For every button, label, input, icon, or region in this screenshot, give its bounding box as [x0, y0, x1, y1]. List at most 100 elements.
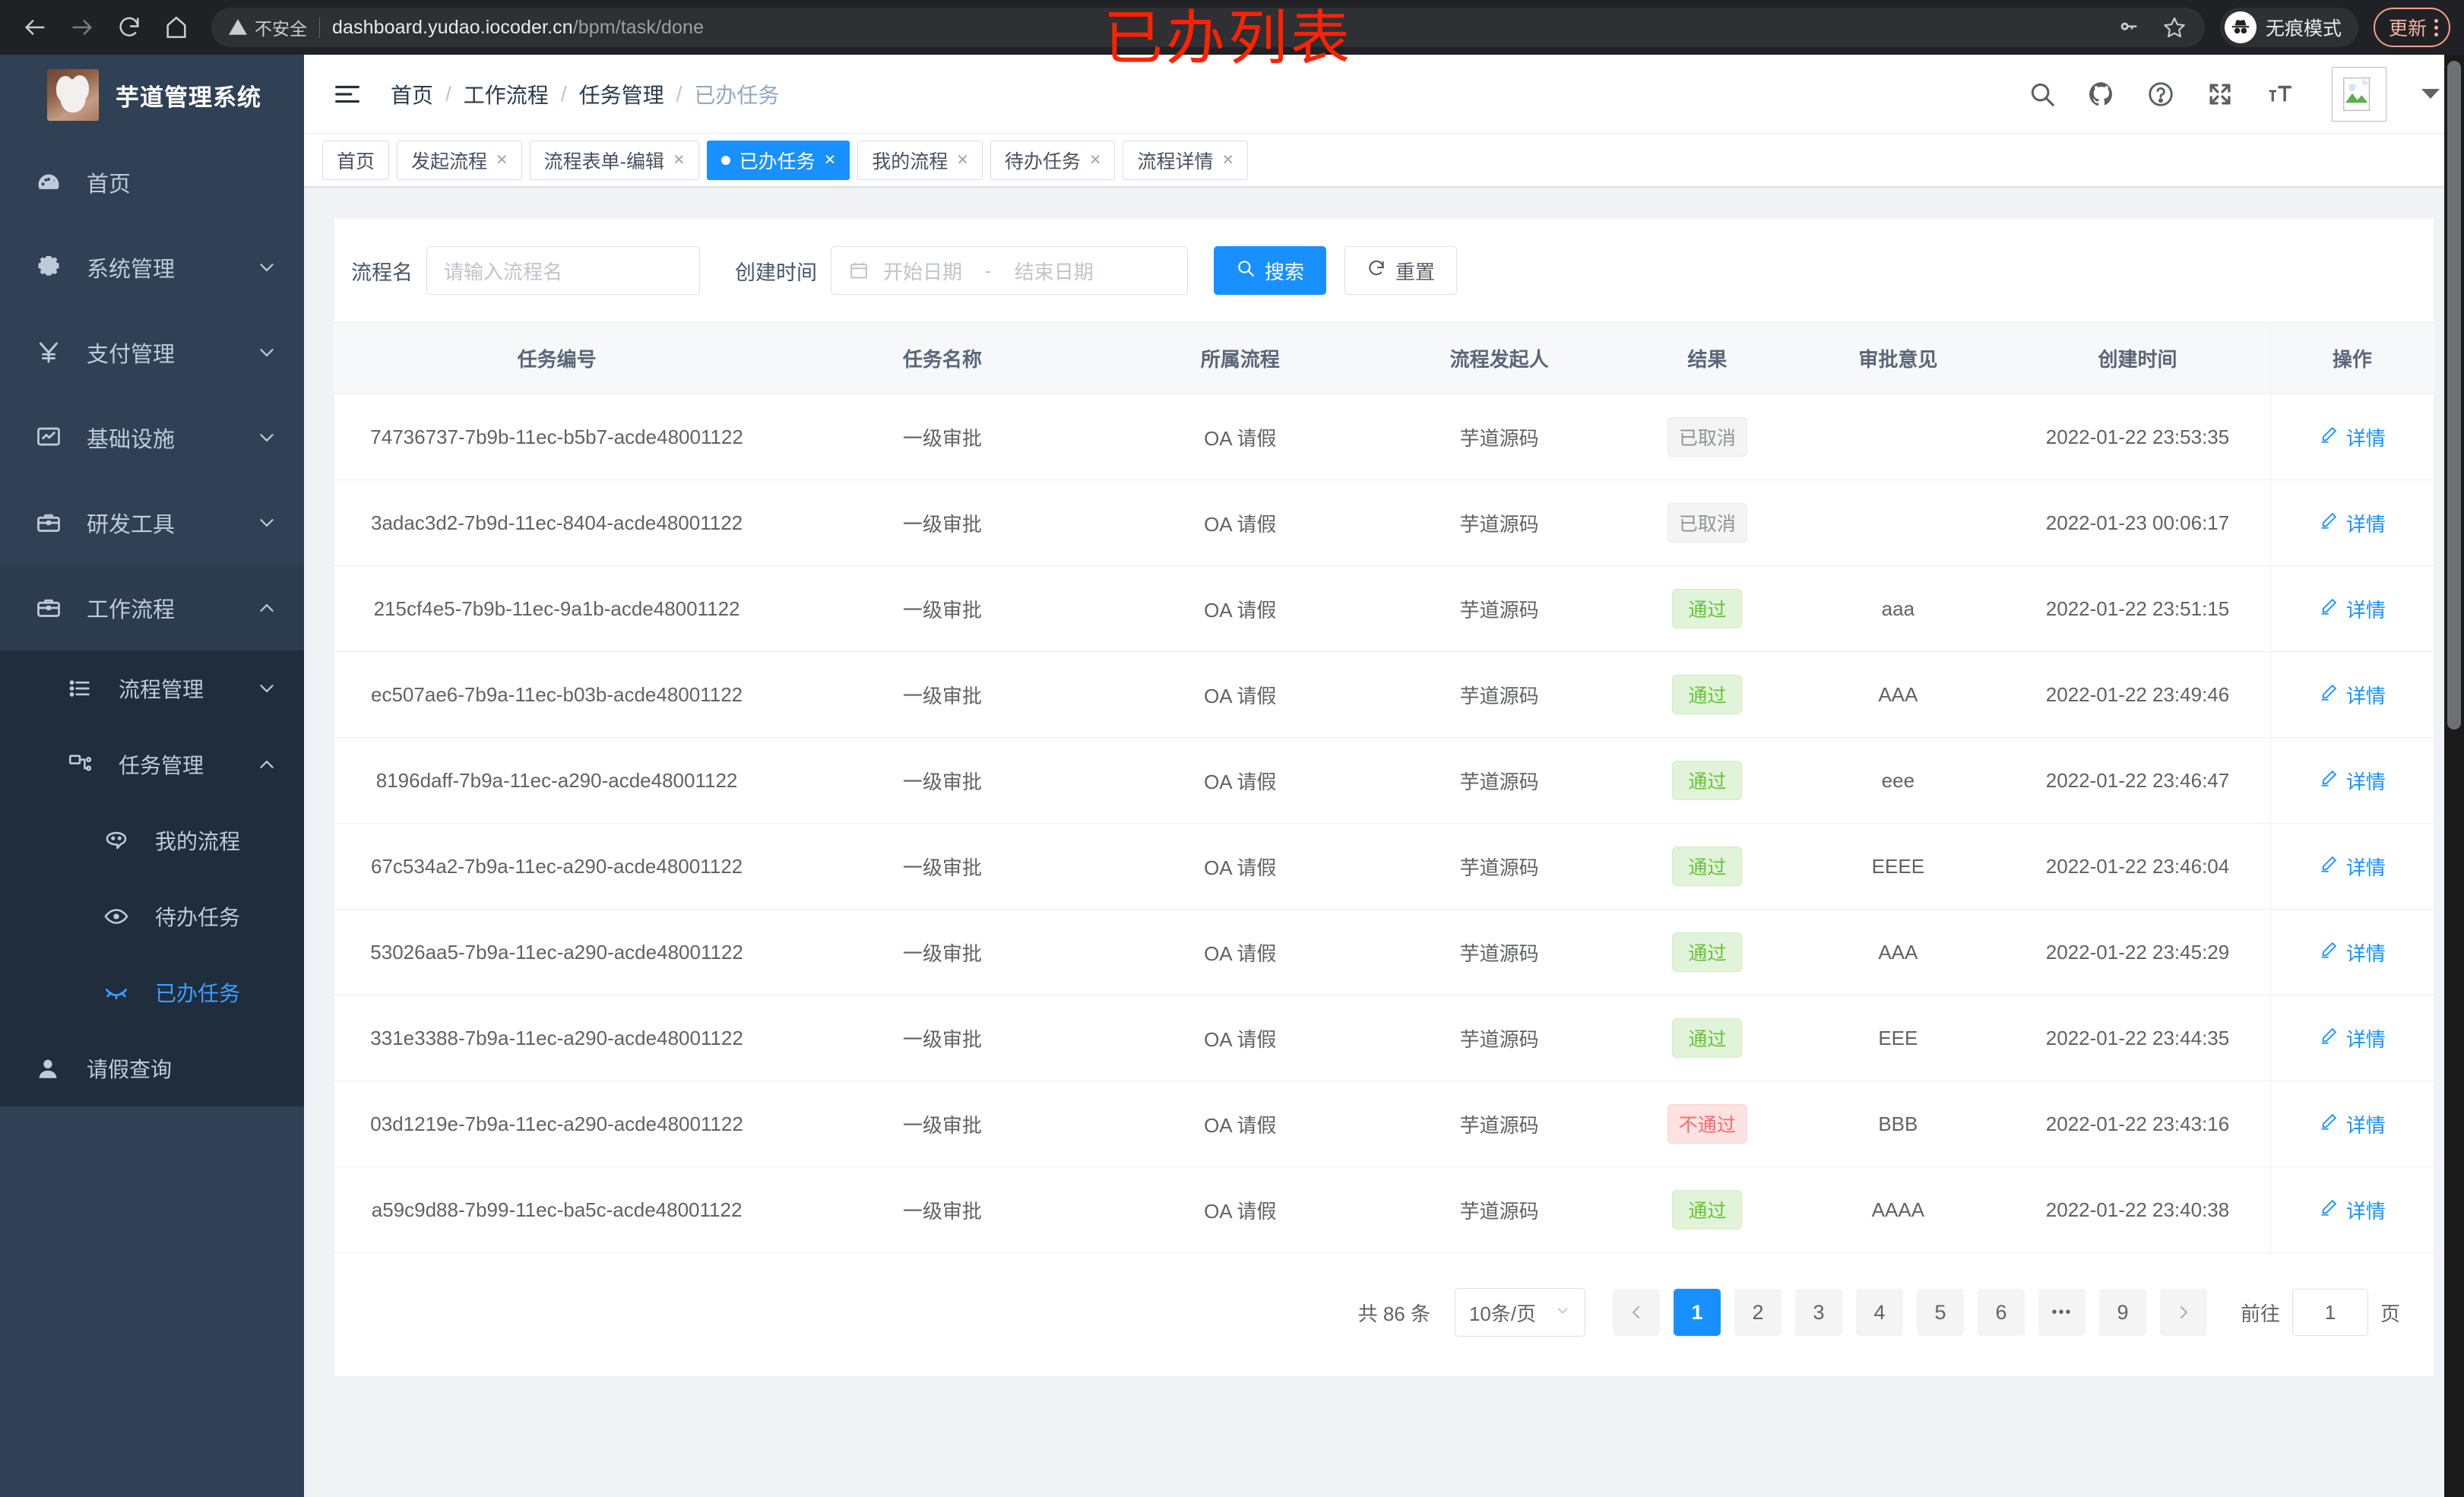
breadcrumb-item[interactable]: 首页 — [391, 83, 434, 107]
sidebar-item-done-task[interactable]: 已办任务 — [0, 954, 304, 1030]
incognito-indicator[interactable]: 无痕模式 — [2219, 8, 2358, 47]
help-icon[interactable] — [2146, 80, 2175, 109]
cell-create-time: 2022-01-22 23:40:38 — [2005, 1166, 2271, 1253]
pagination-page-button[interactable]: 2 — [1734, 1289, 1781, 1336]
cell-task-name: 一级审批 — [779, 737, 1106, 824]
tab-label: 待办任务 — [1004, 150, 1081, 172]
brand-logo-icon — [47, 69, 99, 121]
reset-button[interactable]: 重置 — [1344, 246, 1458, 295]
detail-button[interactable]: 详情 — [2319, 509, 2386, 537]
close-icon[interactable]: × — [1089, 149, 1101, 170]
browser-forward-button[interactable] — [61, 6, 103, 49]
edit-icon — [2319, 854, 2339, 879]
sidebar-item-todo-task[interactable]: 待办任务 — [0, 878, 304, 954]
detail-button[interactable]: 详情 — [2319, 681, 2386, 709]
tab-my-process[interactable]: 我的流程 × — [857, 140, 983, 180]
tab-home[interactable]: 首页 — [322, 140, 390, 180]
fullscreen-icon[interactable] — [2206, 80, 2234, 109]
detail-button[interactable]: 详情 — [2319, 853, 2386, 881]
hamburger-icon[interactable] — [330, 80, 365, 109]
user-icon — [35, 1055, 78, 1081]
detail-button[interactable]: 详情 — [2319, 767, 2386, 795]
edit-icon — [2319, 940, 2339, 965]
chevron-down-icon — [255, 341, 278, 364]
detail-button[interactable]: 详情 — [2319, 595, 2386, 623]
star-icon[interactable] — [2162, 15, 2187, 40]
tab-todo-task[interactable]: 待办任务 × — [990, 140, 1116, 180]
detail-button[interactable]: 详情 — [2319, 423, 2386, 451]
cell-task-id: 74736737-7b9b-11ec-b5b7-acde48001122 — [334, 394, 780, 480]
tab-process-detail[interactable]: 流程详情 × — [1123, 140, 1249, 180]
sidebar-item-process-manage[interactable]: 流程管理 — [0, 650, 304, 726]
sidebar-menu: 首页 系统管理 支付管理 — [0, 135, 304, 1106]
browser-reload-button[interactable] — [108, 6, 150, 49]
avatar[interactable] — [2332, 66, 2386, 122]
sidebar-item-home[interactable]: 首页 — [0, 140, 304, 225]
sidebar-submenu-task: 我的流程 待办任务 已办任务 — [0, 802, 304, 1030]
tags-view: 首页 发起流程 × 流程表单-编辑 × 已办任务 × 我的流程 × 待办任务 × — [304, 134, 2464, 187]
tab-start-process[interactable]: 发起流程 × — [397, 140, 522, 180]
pagination-prev-button[interactable] — [1612, 1289, 1660, 1336]
sidebar-item-devtools[interactable]: 研发工具 — [0, 480, 304, 565]
status-badge: 已取消 — [1667, 503, 1747, 543]
update-button[interactable]: 更新 — [2373, 8, 2450, 47]
close-icon[interactable]: × — [957, 149, 968, 170]
edit-icon — [2319, 768, 2339, 793]
cell-task-name: 一级审批 — [779, 1166, 1106, 1253]
close-icon[interactable]: × — [1222, 149, 1234, 170]
close-icon[interactable]: × — [496, 149, 508, 170]
active-dot-icon — [721, 155, 730, 165]
pagination-page-button[interactable]: 1 — [1673, 1289, 1721, 1336]
sidebar-item-workflow[interactable]: 工作流程 — [0, 565, 304, 650]
pagination-page-button[interactable]: 3 — [1794, 1289, 1842, 1336]
sidebar-item-system[interactable]: 系统管理 — [0, 225, 304, 310]
close-icon[interactable]: × — [824, 149, 836, 170]
tab-process-form-edit[interactable]: 流程表单-编辑 × — [529, 140, 699, 180]
start-date-placeholder: 开始日期 — [883, 260, 963, 283]
tab-done-task[interactable]: 已办任务 × — [706, 140, 850, 180]
pagination-next-button[interactable] — [2159, 1289, 2207, 1336]
pagination-page-button[interactable]: 4 — [1855, 1289, 1903, 1336]
omnibox-divider — [319, 17, 320, 38]
create-time-range-input[interactable]: 开始日期 - 结束日期 — [831, 246, 1188, 295]
cell-result: 通过 — [1623, 737, 1791, 824]
sidebar-item-leave-query[interactable]: 请假查询 — [0, 1030, 304, 1106]
breadcrumb-item[interactable]: 工作流程 — [463, 83, 549, 107]
sidebar-item-my-process[interactable]: 我的流程 — [0, 802, 304, 878]
pagination-page-button[interactable]: 9 — [2098, 1289, 2146, 1336]
search-icon[interactable] — [2028, 80, 2057, 109]
pagination-page-button[interactable]: 5 — [1916, 1289, 1964, 1336]
kebab-menu-icon[interactable] — [2434, 18, 2438, 36]
yen-icon — [35, 339, 78, 366]
browser-omnibox[interactable]: 不安全 dashboard.yudao.iocoder.cn/bpm/task/… — [211, 8, 2205, 47]
status-badge: 通过 — [1672, 847, 1743, 886]
sidebar-item-task-manage[interactable]: 任务管理 — [0, 726, 304, 802]
font-size-icon[interactable] — [2265, 80, 2294, 109]
chevron-down-icon — [255, 511, 278, 534]
browser-home-button[interactable] — [155, 6, 198, 49]
sidebar-brand[interactable]: 芋道管理系统 — [0, 55, 304, 135]
breadcrumb-item[interactable]: 任务管理 — [578, 83, 664, 107]
process-name-input[interactable]: 请输入流程名 — [426, 246, 700, 295]
search-button[interactable]: 搜索 — [1214, 246, 1327, 295]
close-icon[interactable]: × — [673, 149, 685, 170]
detail-button[interactable]: 详情 — [2319, 1196, 2386, 1224]
chevron-down-icon[interactable] — [2421, 89, 2440, 99]
page-scrollbar-thumb[interactable] — [2447, 61, 2461, 730]
detail-button[interactable]: 详情 — [2319, 938, 2386, 967]
page-size-select[interactable]: 10条/页 — [1454, 1288, 1585, 1337]
browser-back-button[interactable] — [14, 6, 56, 49]
jump-page-input[interactable]: 1 — [2291, 1289, 2368, 1336]
detail-button[interactable]: 详情 — [2319, 1110, 2386, 1138]
sidebar-item-infrastructure[interactable]: 基础设施 — [0, 395, 304, 480]
sidebar-item-payment[interactable]: 支付管理 — [0, 310, 304, 395]
pagination-ellipsis[interactable]: ••• — [2038, 1289, 2086, 1336]
cell-opinion: AAAA — [1791, 1166, 2006, 1253]
site-security-indicator[interactable]: 不安全 — [228, 14, 307, 40]
key-icon[interactable] — [2117, 16, 2139, 39]
github-icon[interactable] — [2087, 80, 2116, 109]
column-header-process: 所属流程 — [1105, 322, 1375, 394]
status-badge: 已取消 — [1667, 417, 1747, 457]
detail-button[interactable]: 详情 — [2319, 1024, 2386, 1052]
pagination-page-button[interactable]: 6 — [1977, 1289, 2025, 1336]
